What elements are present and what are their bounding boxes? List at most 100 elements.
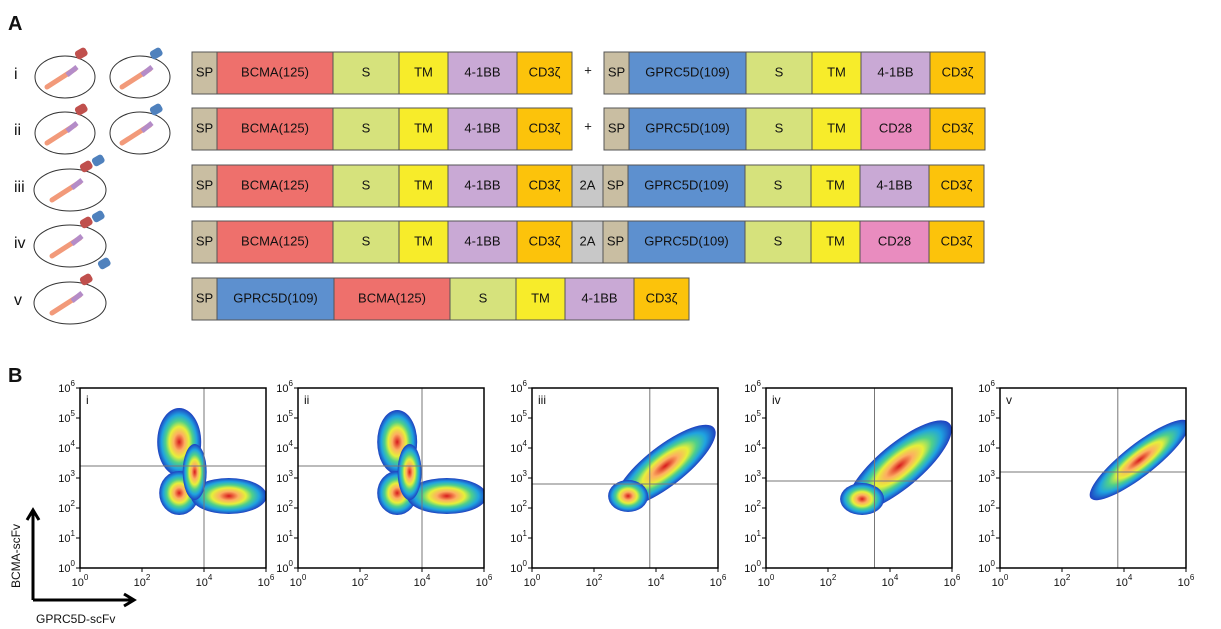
tick-base: 10 xyxy=(744,473,756,485)
tick-exponent: 5 xyxy=(757,409,762,418)
tick-exponent: 4 xyxy=(991,439,996,448)
segment-label: GPRC5D(109) xyxy=(233,290,318,305)
car-icon xyxy=(67,67,77,75)
scfv-icon xyxy=(79,273,94,287)
segment-label: GPRC5D(109) xyxy=(645,64,730,79)
tick-base: 10 xyxy=(978,533,990,545)
density xyxy=(80,388,267,568)
segment-label: S xyxy=(775,120,784,135)
tick-exponent: 3 xyxy=(523,469,528,478)
scfv-icon xyxy=(79,160,94,174)
tick-base: 10 xyxy=(276,473,288,485)
x-tick-label: 106 xyxy=(944,573,961,589)
tick-base: 10 xyxy=(276,413,288,425)
tick-base: 10 xyxy=(978,503,990,515)
segment-label: GPRC5D(109) xyxy=(644,177,729,192)
segment-label: CD3ζ xyxy=(941,177,973,192)
tick-exponent: 5 xyxy=(289,409,294,418)
y-tick-label: 101 xyxy=(978,529,995,545)
plot-label: v xyxy=(1006,393,1012,407)
tick-exponent: 0 xyxy=(536,573,541,582)
y-tick-label: 102 xyxy=(510,499,527,515)
row-label: iii xyxy=(14,179,25,196)
tick-exponent: 4 xyxy=(71,439,76,448)
x-tick-label: 104 xyxy=(414,573,431,589)
segment-label: BCMA(125) xyxy=(241,233,309,248)
segment-label: CD3ζ xyxy=(529,177,561,192)
tick-exponent: 1 xyxy=(71,529,76,538)
x-tick-label: 104 xyxy=(882,573,899,589)
tick-exponent: 2 xyxy=(991,499,996,508)
plot-frame xyxy=(1000,388,1186,568)
tick-exponent: 3 xyxy=(991,469,996,478)
y-tick-label: 105 xyxy=(58,409,75,425)
tick-exponent: 4 xyxy=(660,573,665,582)
y-axis-label: BCMA-scFv xyxy=(9,524,23,588)
segment-label: TM xyxy=(414,177,433,192)
car-icon xyxy=(72,293,82,301)
segment-label: SP xyxy=(607,177,624,192)
x-tick-label: 102 xyxy=(134,573,151,589)
x-tick-label: 104 xyxy=(196,573,213,589)
segment-label: SP xyxy=(196,233,213,248)
page: {"panel_a": {"label": "A", "constructs":… xyxy=(0,0,1221,629)
tick-exponent: 3 xyxy=(71,469,76,478)
scfv-icon xyxy=(74,47,89,61)
y-tick-label: 100 xyxy=(276,559,293,575)
tick-exponent: 1 xyxy=(757,529,762,538)
segment-label: 4-1BB xyxy=(581,290,617,305)
tick-exponent: 2 xyxy=(832,573,837,582)
separator: + xyxy=(584,62,592,77)
tick-base: 10 xyxy=(290,577,302,589)
tick-base: 10 xyxy=(744,413,756,425)
segment-label: SP xyxy=(607,233,624,248)
tick-exponent: 4 xyxy=(208,573,213,582)
y-tick-label: 100 xyxy=(978,559,995,575)
tick-base: 10 xyxy=(510,473,522,485)
tick-exponent: 0 xyxy=(84,573,89,582)
tick-exponent: 0 xyxy=(302,573,307,582)
flow-plot: i100101102103104105106100102104106 xyxy=(58,379,275,589)
tick-exponent: 2 xyxy=(598,573,603,582)
tick-exponent: 6 xyxy=(71,379,76,388)
tick-base: 10 xyxy=(992,577,1004,589)
segment-label: 4-1BB xyxy=(876,177,912,192)
tick-base: 10 xyxy=(72,577,84,589)
tick-base: 10 xyxy=(58,383,70,395)
density xyxy=(1000,388,1198,568)
y-tick-label: 100 xyxy=(744,559,761,575)
segment-label: CD3ζ xyxy=(529,233,561,248)
tick-base: 10 xyxy=(510,533,522,545)
density-blob xyxy=(608,480,648,512)
row-label: ii xyxy=(14,122,21,139)
y-tick-label: 103 xyxy=(978,469,995,485)
segment-label: CD3ζ xyxy=(529,64,561,79)
tick-exponent: 2 xyxy=(1066,573,1071,582)
y-tick-label: 103 xyxy=(276,469,293,485)
segment-label: TM xyxy=(827,120,846,135)
tick-base: 10 xyxy=(586,577,598,589)
tick-base: 10 xyxy=(276,563,288,575)
figure: A B BCMA-scFv GPRC5D-scFv iSPBCMA(125)ST… xyxy=(0,0,1221,629)
tick-exponent: 4 xyxy=(894,573,899,582)
segment-label: SP xyxy=(196,290,213,305)
segment-label: CD28 xyxy=(878,233,911,248)
row-label: iv xyxy=(14,235,26,252)
tick-exponent: 6 xyxy=(757,379,762,388)
segment-label: 4-1BB xyxy=(464,120,500,135)
tick-base: 10 xyxy=(978,413,990,425)
segment-label: SP xyxy=(608,120,625,135)
tick-base: 10 xyxy=(744,563,756,575)
x-tick-label: 102 xyxy=(1054,573,1071,589)
segment-label: S xyxy=(362,233,371,248)
tick-base: 10 xyxy=(276,533,288,545)
segment-label: TM xyxy=(414,120,433,135)
y-tick-label: 103 xyxy=(510,469,527,485)
tick-exponent: 0 xyxy=(991,559,996,568)
x-axis-label: GPRC5D-scFv xyxy=(36,612,115,626)
density xyxy=(298,388,487,568)
car-icon xyxy=(72,236,82,244)
tick-exponent: 5 xyxy=(523,409,528,418)
car-icon xyxy=(67,123,77,131)
